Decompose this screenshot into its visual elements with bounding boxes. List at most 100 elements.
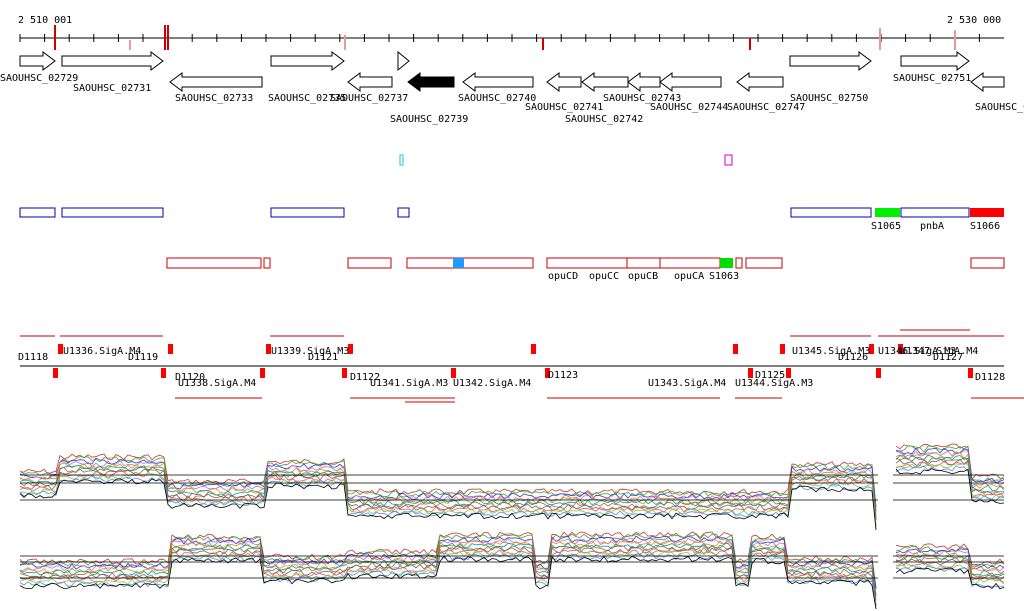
segment-marker: [342, 368, 347, 378]
gene-label: SAOUHSC_02737: [330, 93, 408, 104]
operon-box: [735, 257, 743, 269]
gene-label: SAOUHSC_02751: [893, 73, 971, 84]
gene-label: SAOUHSC_02742: [565, 114, 643, 125]
gene-arrow: [736, 72, 784, 92]
feature-box: [61, 207, 164, 218]
feature-box: [790, 207, 872, 218]
segment-label: D1121: [308, 352, 338, 363]
gene-label: SAOUHSC_02750: [790, 93, 868, 104]
segment-label: U1341.SigA.M3: [370, 378, 448, 389]
gene-label: SAOUHSC_02747: [727, 102, 805, 113]
gene-label: SAOUHSC_02752: [975, 102, 1024, 113]
trace: [19, 445, 1005, 507]
segment-label: U1346.SigA.M3: [878, 346, 956, 357]
gene-label: SAOUHSC_02739: [390, 114, 468, 125]
gene-label: SAOUHSC_02735: [268, 93, 346, 104]
gap: [878, 440, 893, 610]
segment-marker: [876, 368, 881, 378]
segment-label: D1125: [755, 370, 785, 381]
operon-box: [626, 257, 661, 269]
segment-marker: [545, 368, 550, 378]
expression-traces: [19, 443, 1005, 610]
feature-box: [397, 207, 410, 218]
gene-label: SAOUHSC_02741: [525, 102, 603, 113]
ruler-end: 2 530 000: [947, 15, 1001, 26]
feature-box: [970, 208, 1004, 217]
gene-label: SAOUHSC_02729: [0, 73, 78, 84]
gene-label: SAOUHSC_02744: [650, 102, 728, 113]
gene-arrow: [407, 72, 455, 92]
segment-marker: [161, 368, 166, 378]
segment-marker: [780, 344, 785, 354]
segment-label: U1339.SigA.M3: [271, 346, 349, 357]
segment-label: U1336.SigA.M4: [63, 346, 141, 357]
operon-box: [720, 258, 733, 268]
feature-label: S1065: [871, 221, 901, 232]
segment-marker: [786, 368, 791, 378]
feature-label: S1063: [709, 271, 739, 282]
operon-box: [166, 257, 262, 269]
gene-label: SAOUHSC_02733: [175, 93, 253, 104]
feature-label: opuCD: [548, 271, 578, 282]
segment-label: U1338.SigA.M4: [178, 378, 256, 389]
segment-label: D1127: [933, 352, 963, 363]
feature-label: S1066: [970, 221, 1000, 232]
trace: [19, 555, 1005, 610]
segment-marker: [53, 368, 58, 378]
gene-arrow: [581, 72, 629, 92]
gene-arrow: [627, 72, 661, 92]
segment-marker: [58, 344, 63, 354]
gene-arrow: [61, 51, 164, 71]
trace: [19, 535, 1005, 589]
gene-arrow: [900, 51, 970, 71]
feature-label: opuCC: [589, 271, 619, 282]
feature-box: [270, 207, 345, 218]
feature-box: [875, 208, 900, 217]
operon-box: [970, 257, 1005, 269]
segment-marker: [266, 344, 271, 354]
gene-label: SAOUHSC_02743: [603, 93, 681, 104]
segment-label: U1345.SigA.M3: [792, 346, 870, 357]
gene-arrow: [659, 72, 722, 92]
segment-label: D1123: [548, 370, 578, 381]
gene-arrow: [270, 51, 345, 71]
segment-label: D1126: [838, 352, 868, 363]
segment-marker: [348, 344, 353, 354]
operon-box: [406, 257, 534, 269]
trace: [19, 450, 1005, 516]
segment-label: D1128: [975, 372, 1005, 383]
operon-box: [659, 257, 721, 269]
segment-label: D1119: [128, 352, 158, 363]
gene-arrow: [462, 72, 534, 92]
segment-marker: [869, 344, 874, 354]
operon-box: [745, 257, 783, 269]
segment-label: U1343.SigA.M4: [648, 378, 726, 389]
operon-box: [347, 257, 392, 269]
trace: [19, 468, 1005, 531]
marker: [724, 154, 733, 166]
gene-arrow: [347, 72, 393, 92]
segment-label: D1118: [18, 352, 48, 363]
segment-marker: [451, 368, 456, 378]
gene-arrow: [789, 51, 872, 71]
trace: [19, 463, 1005, 528]
trace: [19, 540, 1005, 597]
gene-arrow: [19, 51, 56, 71]
trace: [19, 551, 1005, 610]
marker: [399, 154, 404, 166]
segment-marker: [260, 368, 265, 378]
trace: [19, 533, 1005, 589]
segment-label: D1122: [350, 372, 380, 383]
trace: [19, 546, 1005, 605]
gene-label: SAOUHSC_02731: [73, 83, 151, 94]
segment-label: U1344.SigA.M3: [735, 378, 813, 389]
segment-label: U1342.SigA.M4: [453, 378, 531, 389]
segment-marker: [168, 344, 173, 354]
gene-arrow: [970, 72, 1005, 92]
ruler-start: 2 510 001: [18, 15, 72, 26]
feature-box: [900, 207, 970, 218]
segment-marker: [898, 344, 903, 354]
trace: [19, 465, 1005, 530]
operon-box: [546, 257, 628, 269]
